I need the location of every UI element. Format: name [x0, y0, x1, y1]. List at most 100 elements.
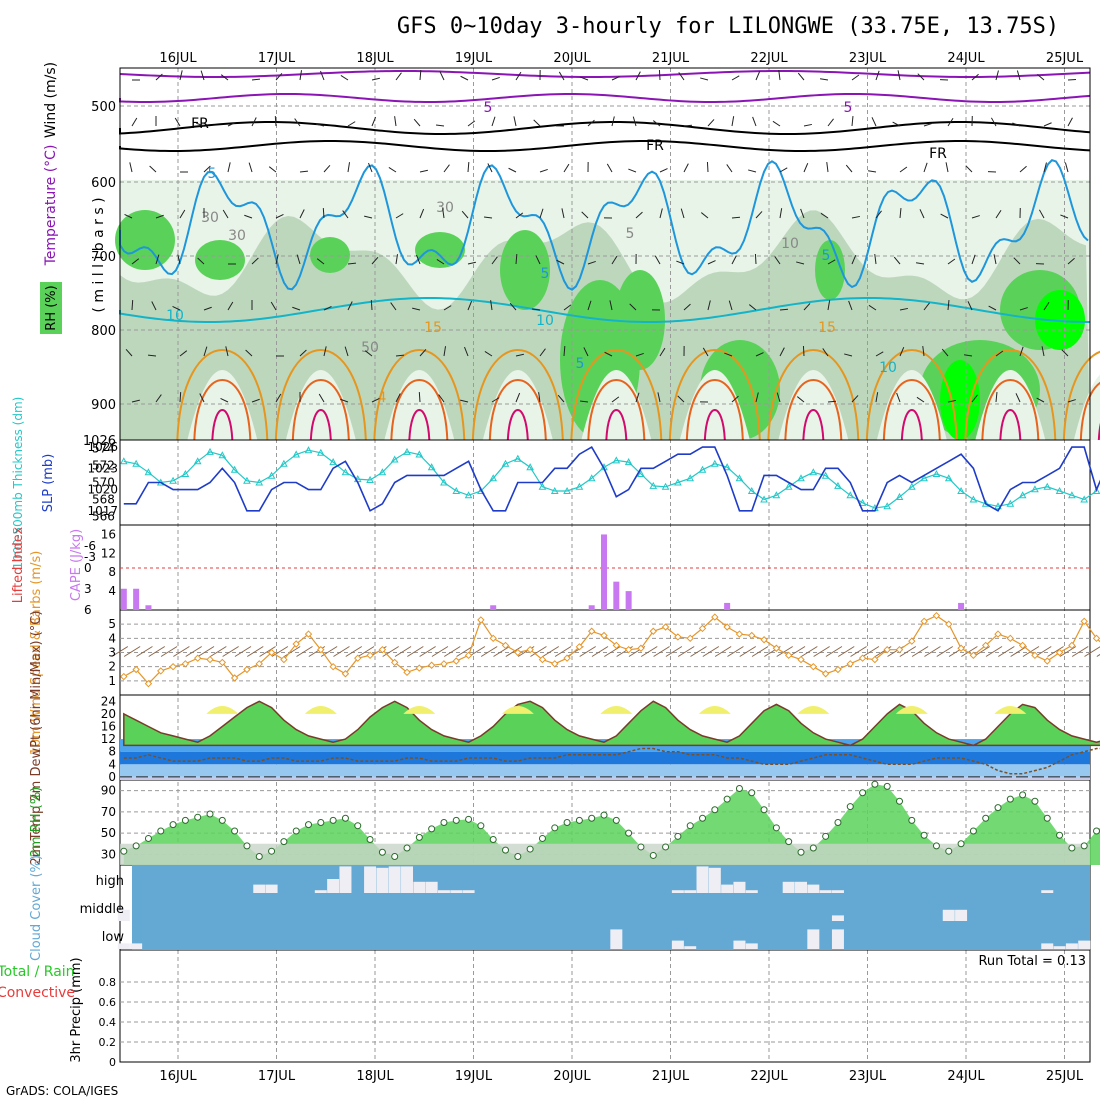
wind-barb [419, 169, 428, 173]
wind-barb [1013, 257, 1021, 265]
wind-barb [658, 69, 661, 81]
wind-speed-point [686, 634, 694, 643]
wind-speed-point [181, 660, 190, 668]
thickness-point [1092, 486, 1100, 494]
cloud-high-bar [265, 884, 278, 893]
thickness-point [772, 491, 781, 499]
wind-barb [580, 76, 589, 81]
thickness-point [907, 482, 916, 490]
surface-wind-barb [431, 646, 449, 657]
thickness-point [1055, 486, 1064, 494]
rh-dry-peak [679, 370, 750, 440]
thickness-point [858, 498, 867, 506]
wind-barb [275, 393, 282, 403]
wind-barb [177, 254, 181, 265]
wind-barb [707, 119, 715, 127]
wind-speed-point [304, 630, 313, 638]
thickness-point [957, 486, 965, 494]
temp-peak-yellow [600, 706, 633, 714]
wind-speed-point [390, 658, 399, 667]
contour-25c [999, 409, 1022, 441]
cloud-high-bar [831, 890, 844, 893]
wind-barb [200, 70, 205, 81]
thickness-point [181, 469, 190, 477]
contour-label: 10 [781, 236, 799, 252]
temp-peak-yellow [206, 706, 239, 714]
rh-point [797, 848, 805, 856]
thickness-point [686, 474, 695, 482]
wind-barb [419, 70, 422, 81]
surface-wind-barb [210, 646, 227, 657]
wind-barb [275, 213, 284, 219]
temp-peak-yellow [304, 706, 337, 714]
wind-barb [244, 214, 253, 219]
thickness-point [267, 471, 276, 479]
wind-barb [179, 392, 182, 403]
wind-barb [796, 396, 805, 403]
wind-barb [270, 301, 277, 311]
surface-wind-barb [825, 646, 843, 657]
precip-legend-total: Total / Rain [0, 964, 75, 980]
wind-speed-point [797, 655, 805, 664]
wind-barb [827, 400, 837, 403]
thickness-point [255, 478, 264, 486]
thickness-tick: 566 [92, 510, 115, 524]
cape-bar [490, 605, 497, 610]
wind-barb [587, 300, 592, 311]
date-label-bottom: 25JUL [1046, 1069, 1084, 1084]
wind-barb [227, 121, 236, 127]
wind-barb [320, 70, 325, 81]
cloud-low-bar [733, 940, 746, 949]
wind-barb [443, 164, 450, 173]
wind-barb [1067, 117, 1073, 127]
wind-speed-point [1055, 648, 1064, 657]
li-tick: -3 [84, 550, 96, 564]
wind-barb [174, 117, 181, 127]
wind-barb [724, 352, 733, 357]
wind-barb [611, 396, 620, 403]
wind-tick: 3 [108, 646, 116, 660]
wind-barb [683, 163, 689, 173]
wind-speed-point [661, 623, 670, 631]
rh-point [218, 816, 226, 824]
wind-barb [822, 348, 829, 357]
wind-barb [995, 209, 1002, 219]
wind-barb [347, 301, 353, 311]
wind-barb [609, 300, 613, 311]
precip-tick: 0.2 [99, 1036, 117, 1049]
contour-label: 5 [626, 226, 635, 242]
wind-barb [275, 254, 279, 265]
surface-wind-barb [160, 646, 178, 657]
contour-20c [488, 379, 547, 441]
wind-speed-point [846, 660, 854, 668]
surface-wind-barb [173, 646, 190, 657]
contour-label: 5 [576, 356, 585, 372]
wind-barb [340, 75, 349, 81]
cloud-high-bar [339, 866, 352, 893]
wind-barb [587, 260, 596, 265]
wind-barb [923, 162, 928, 173]
surface-wind-barb [702, 646, 720, 657]
wind-barb [131, 258, 140, 265]
rh-point [982, 814, 990, 822]
thickness-point [661, 482, 670, 490]
wind-barb [1038, 209, 1045, 219]
rh-point [440, 819, 448, 826]
thickness-point [575, 482, 584, 490]
wind-barb [155, 214, 164, 219]
surface-wind-barb [296, 646, 313, 657]
rh-point [538, 834, 546, 842]
wind-speed-point [403, 668, 411, 677]
wind-speed-point [440, 660, 448, 668]
wind-barb [419, 208, 425, 219]
cloud-low-bar [745, 943, 758, 949]
wind-barb [611, 116, 615, 127]
rh-dry-peak [876, 370, 947, 440]
upper-y-tick: 600 [91, 176, 116, 191]
wind-speed-point [464, 651, 473, 660]
date-label-bottom: 16JUL [159, 1069, 197, 1084]
thickness-point [464, 491, 473, 499]
surface-wind-barb [283, 646, 301, 657]
wind-barb [172, 305, 181, 311]
thickness-point [489, 474, 498, 482]
